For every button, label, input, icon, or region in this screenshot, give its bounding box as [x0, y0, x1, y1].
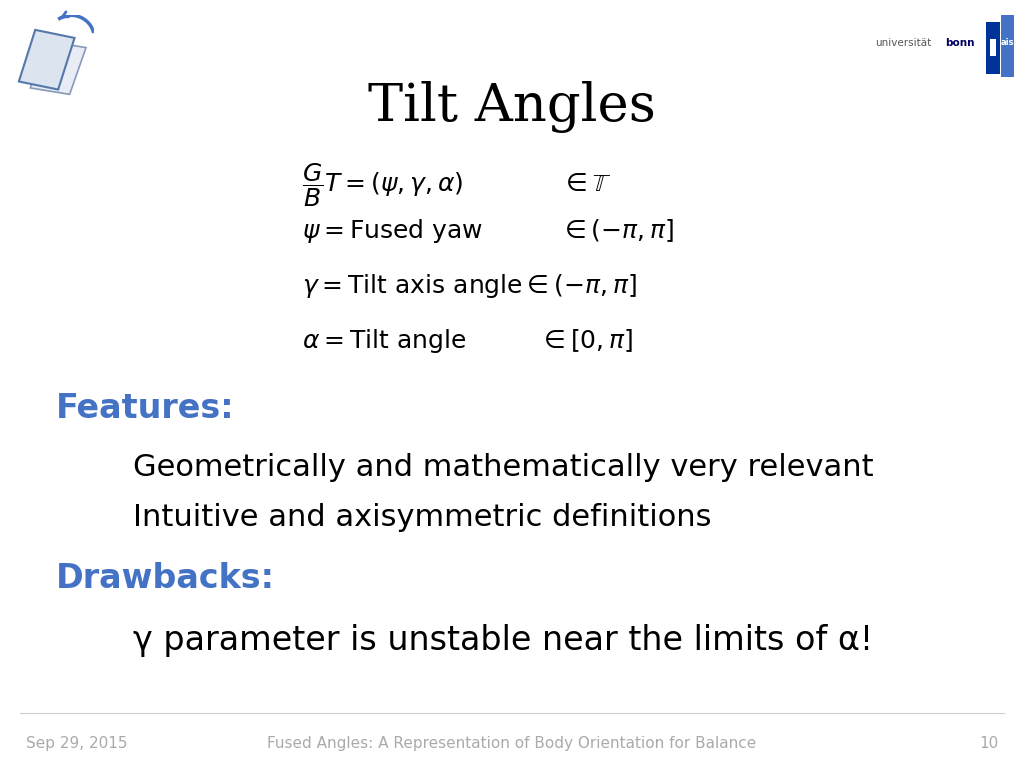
Text: Geometrically and mathematically very relevant: Geometrically and mathematically very re…	[133, 453, 873, 482]
Text: $\dfrac{G}{B}T = (\psi, \gamma, \alpha) \qquad\qquad \in \mathbb{T}$: $\dfrac{G}{B}T = (\psi, \gamma, \alpha) …	[302, 161, 611, 209]
Text: Fused Angles: A Representation of Body Orientation for Balance: Fused Angles: A Representation of Body O…	[267, 736, 757, 751]
Text: bonn: bonn	[945, 38, 975, 48]
Text: $\alpha = \mathrm{Tilt\ angle} \qquad\quad \in [0, \pi]$: $\alpha = \mathrm{Tilt\ angle} \qquad\qu…	[302, 327, 634, 355]
Bar	[990, 39, 995, 57]
Text: $\gamma = \mathrm{Tilt\ axis\ angle} \in (-\pi, \pi]$: $\gamma = \mathrm{Tilt\ axis\ angle} \in…	[302, 272, 637, 300]
Bar	[1001, 15, 1014, 78]
Text: Intuitive and axisymmetric definitions: Intuitive and axisymmetric definitions	[133, 503, 712, 532]
Text: Tilt Angles: Tilt Angles	[368, 81, 656, 133]
Polygon shape	[18, 30, 75, 90]
Text: Drawbacks:: Drawbacks:	[56, 562, 275, 595]
Text: ais: ais	[1000, 38, 1015, 47]
Text: Sep 29, 2015: Sep 29, 2015	[26, 736, 127, 751]
Bar	[986, 22, 999, 74]
Text: universität: universität	[876, 38, 932, 48]
Text: Features:: Features:	[56, 392, 234, 425]
Text: $\psi = \mathrm{Fused\ yaw} \qquad\quad\, \in (-\pi, \pi]$: $\psi = \mathrm{Fused\ yaw} \qquad\quad\…	[302, 217, 675, 244]
Text: γ parameter is unstable near the limits of α!: γ parameter is unstable near the limits …	[133, 624, 873, 657]
Text: 10: 10	[979, 736, 998, 751]
Polygon shape	[31, 41, 86, 94]
